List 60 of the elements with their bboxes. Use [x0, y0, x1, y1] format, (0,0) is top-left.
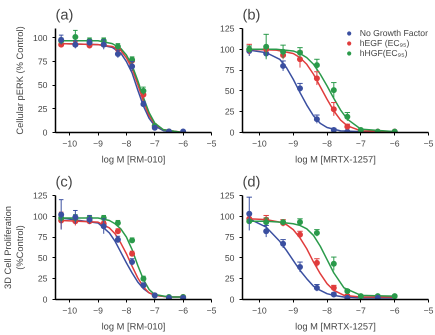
x-tick-label: −7	[150, 138, 160, 148]
x-tick-label: −6	[178, 138, 188, 148]
y-tick-label: 25	[224, 274, 235, 284]
x-axis-title: log M [MRTX-1257]	[295, 322, 376, 332]
x-axis-title: log M [RM-010]	[102, 322, 166, 332]
chart-title: (d)	[242, 174, 260, 190]
y-tick-label: 50	[38, 252, 48, 263]
x-tick-label: −10	[252, 138, 267, 148]
y-tick-label: 25	[224, 106, 235, 117]
x-tick-label: −8	[322, 306, 332, 316]
legend-label: hEGF (EC₉₅)	[360, 38, 410, 48]
y-axis-title: Cellular pERK (% Control)	[15, 26, 26, 135]
legend-label: hHGF(EC₉₅)	[360, 48, 408, 58]
x-tick-label: −9	[93, 138, 104, 148]
chart-title: (b)	[242, 8, 260, 24]
y-tick-label: 125	[33, 190, 48, 200]
x-tick-label: −5	[424, 306, 434, 316]
y-tick-label: 50	[224, 252, 235, 263]
x-tick-label: −8	[121, 306, 132, 316]
x-tick-label: −5	[424, 138, 434, 148]
y-tick-label: 0	[230, 294, 235, 304]
x-axis-title: log M [RM-010]	[102, 154, 166, 164]
chart-title: (a)	[56, 8, 74, 24]
x-tick-label: −6	[178, 306, 188, 316]
y-tick-label: 0	[230, 128, 235, 138]
x-tick-label: −9	[288, 138, 298, 148]
x-tick-label: −7	[150, 306, 160, 316]
y-tick-label: 0	[42, 294, 48, 304]
y-tick-label: 100	[220, 44, 235, 54]
y-axis-title: 3D Cell Proliferation (%Control)	[3, 206, 26, 289]
y-tick-label: 100	[33, 32, 48, 43]
x-tick-label: −5	[206, 138, 217, 148]
chart-title: (c)	[56, 174, 73, 190]
x-tick-label: −10	[252, 306, 267, 316]
y-tick-label: 50	[224, 86, 235, 96]
y-tick-label: 75	[38, 232, 48, 242]
x-tick-label: −10	[62, 306, 78, 316]
legend-label: No Growth Factor	[360, 28, 428, 38]
x-tick-label: −7	[356, 138, 366, 148]
x-tick-label: −6	[390, 306, 400, 316]
x-tick-label: −8	[121, 138, 132, 148]
y-tick-label: 75	[224, 65, 235, 76]
x-axis-title: log M [MRTX-1257]	[295, 154, 376, 164]
y-tick-label: 100	[33, 211, 48, 222]
x-tick-label: −8	[322, 138, 332, 148]
x-tick-label: −5	[206, 306, 217, 316]
y-tick-label: 25	[38, 104, 48, 114]
y-tick-label: 75	[38, 56, 48, 67]
x-tick-label: −6	[390, 138, 400, 148]
x-tick-label: −9	[93, 306, 104, 316]
y-tick-label: 25	[38, 274, 48, 284]
x-tick-label: −7	[356, 306, 366, 316]
y-tick-label: 125	[220, 190, 235, 200]
y-tick-label: 75	[224, 232, 235, 242]
y-tick-label: 100	[220, 211, 235, 222]
x-tick-label: −10	[62, 138, 78, 148]
y-tick-label: 0	[42, 128, 48, 138]
y-tick-label: 125	[220, 24, 235, 34]
y-tick-label: 50	[38, 80, 48, 90]
x-tick-label: −9	[288, 306, 298, 316]
